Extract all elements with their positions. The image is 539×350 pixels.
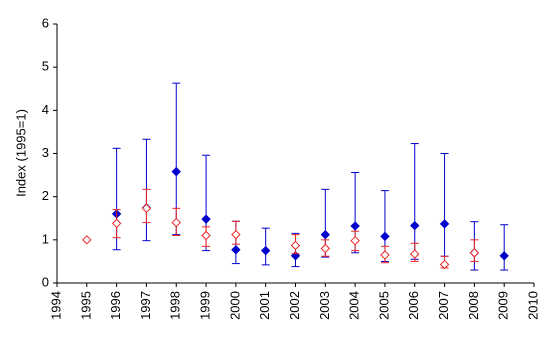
point (410, 249, 420, 259)
point (469, 248, 480, 258)
x-tick-label: 2007 (436, 291, 451, 320)
point (350, 235, 360, 246)
x-tick-label: 2000 (227, 291, 242, 320)
point (201, 214, 211, 224)
point (410, 220, 420, 231)
x-tick-label: 1997 (138, 291, 153, 320)
point (231, 245, 241, 255)
x-tick-label: 2005 (376, 291, 391, 320)
x-tick-label: 2003 (317, 291, 332, 320)
point (111, 218, 122, 229)
x-tick-label: 1995 (78, 291, 93, 320)
point (260, 245, 271, 256)
x-tick-label: 1998 (168, 291, 183, 320)
x-tick-label: 2009 (496, 291, 511, 320)
y-tick-label: 3 (42, 145, 49, 160)
y-tick-label: 5 (42, 59, 49, 74)
point (201, 230, 211, 241)
y-axis-label: Index (1995=1) (13, 109, 28, 197)
point (499, 251, 509, 261)
point (380, 250, 390, 260)
x-tick-label: 1996 (108, 291, 123, 320)
point (171, 217, 181, 228)
point (82, 235, 92, 245)
point (231, 229, 241, 240)
x-tick-label: 2010 (525, 291, 539, 320)
point (439, 219, 450, 229)
y-tick-label: 4 (42, 102, 49, 117)
y-tick-label: 2 (42, 188, 49, 203)
point (320, 243, 331, 254)
point (439, 259, 450, 270)
y-tick-label: 6 (42, 15, 49, 30)
point (320, 229, 331, 240)
x-tick-label: 1994 (48, 291, 63, 320)
x-tick-label: 2008 (466, 291, 481, 320)
x-tick-label: 1999 (198, 291, 213, 320)
x-tick-label: 2002 (287, 291, 302, 320)
x-tick-label: 2006 (406, 291, 421, 320)
y-tick-label: 0 (42, 274, 49, 289)
point (350, 221, 360, 231)
point (141, 203, 152, 214)
x-tick-label: 2004 (347, 291, 362, 320)
point (171, 166, 181, 177)
point (290, 240, 301, 251)
point (380, 231, 390, 242)
y-tick-label: 1 (42, 231, 49, 246)
x-tick-label: 2001 (257, 291, 272, 320)
